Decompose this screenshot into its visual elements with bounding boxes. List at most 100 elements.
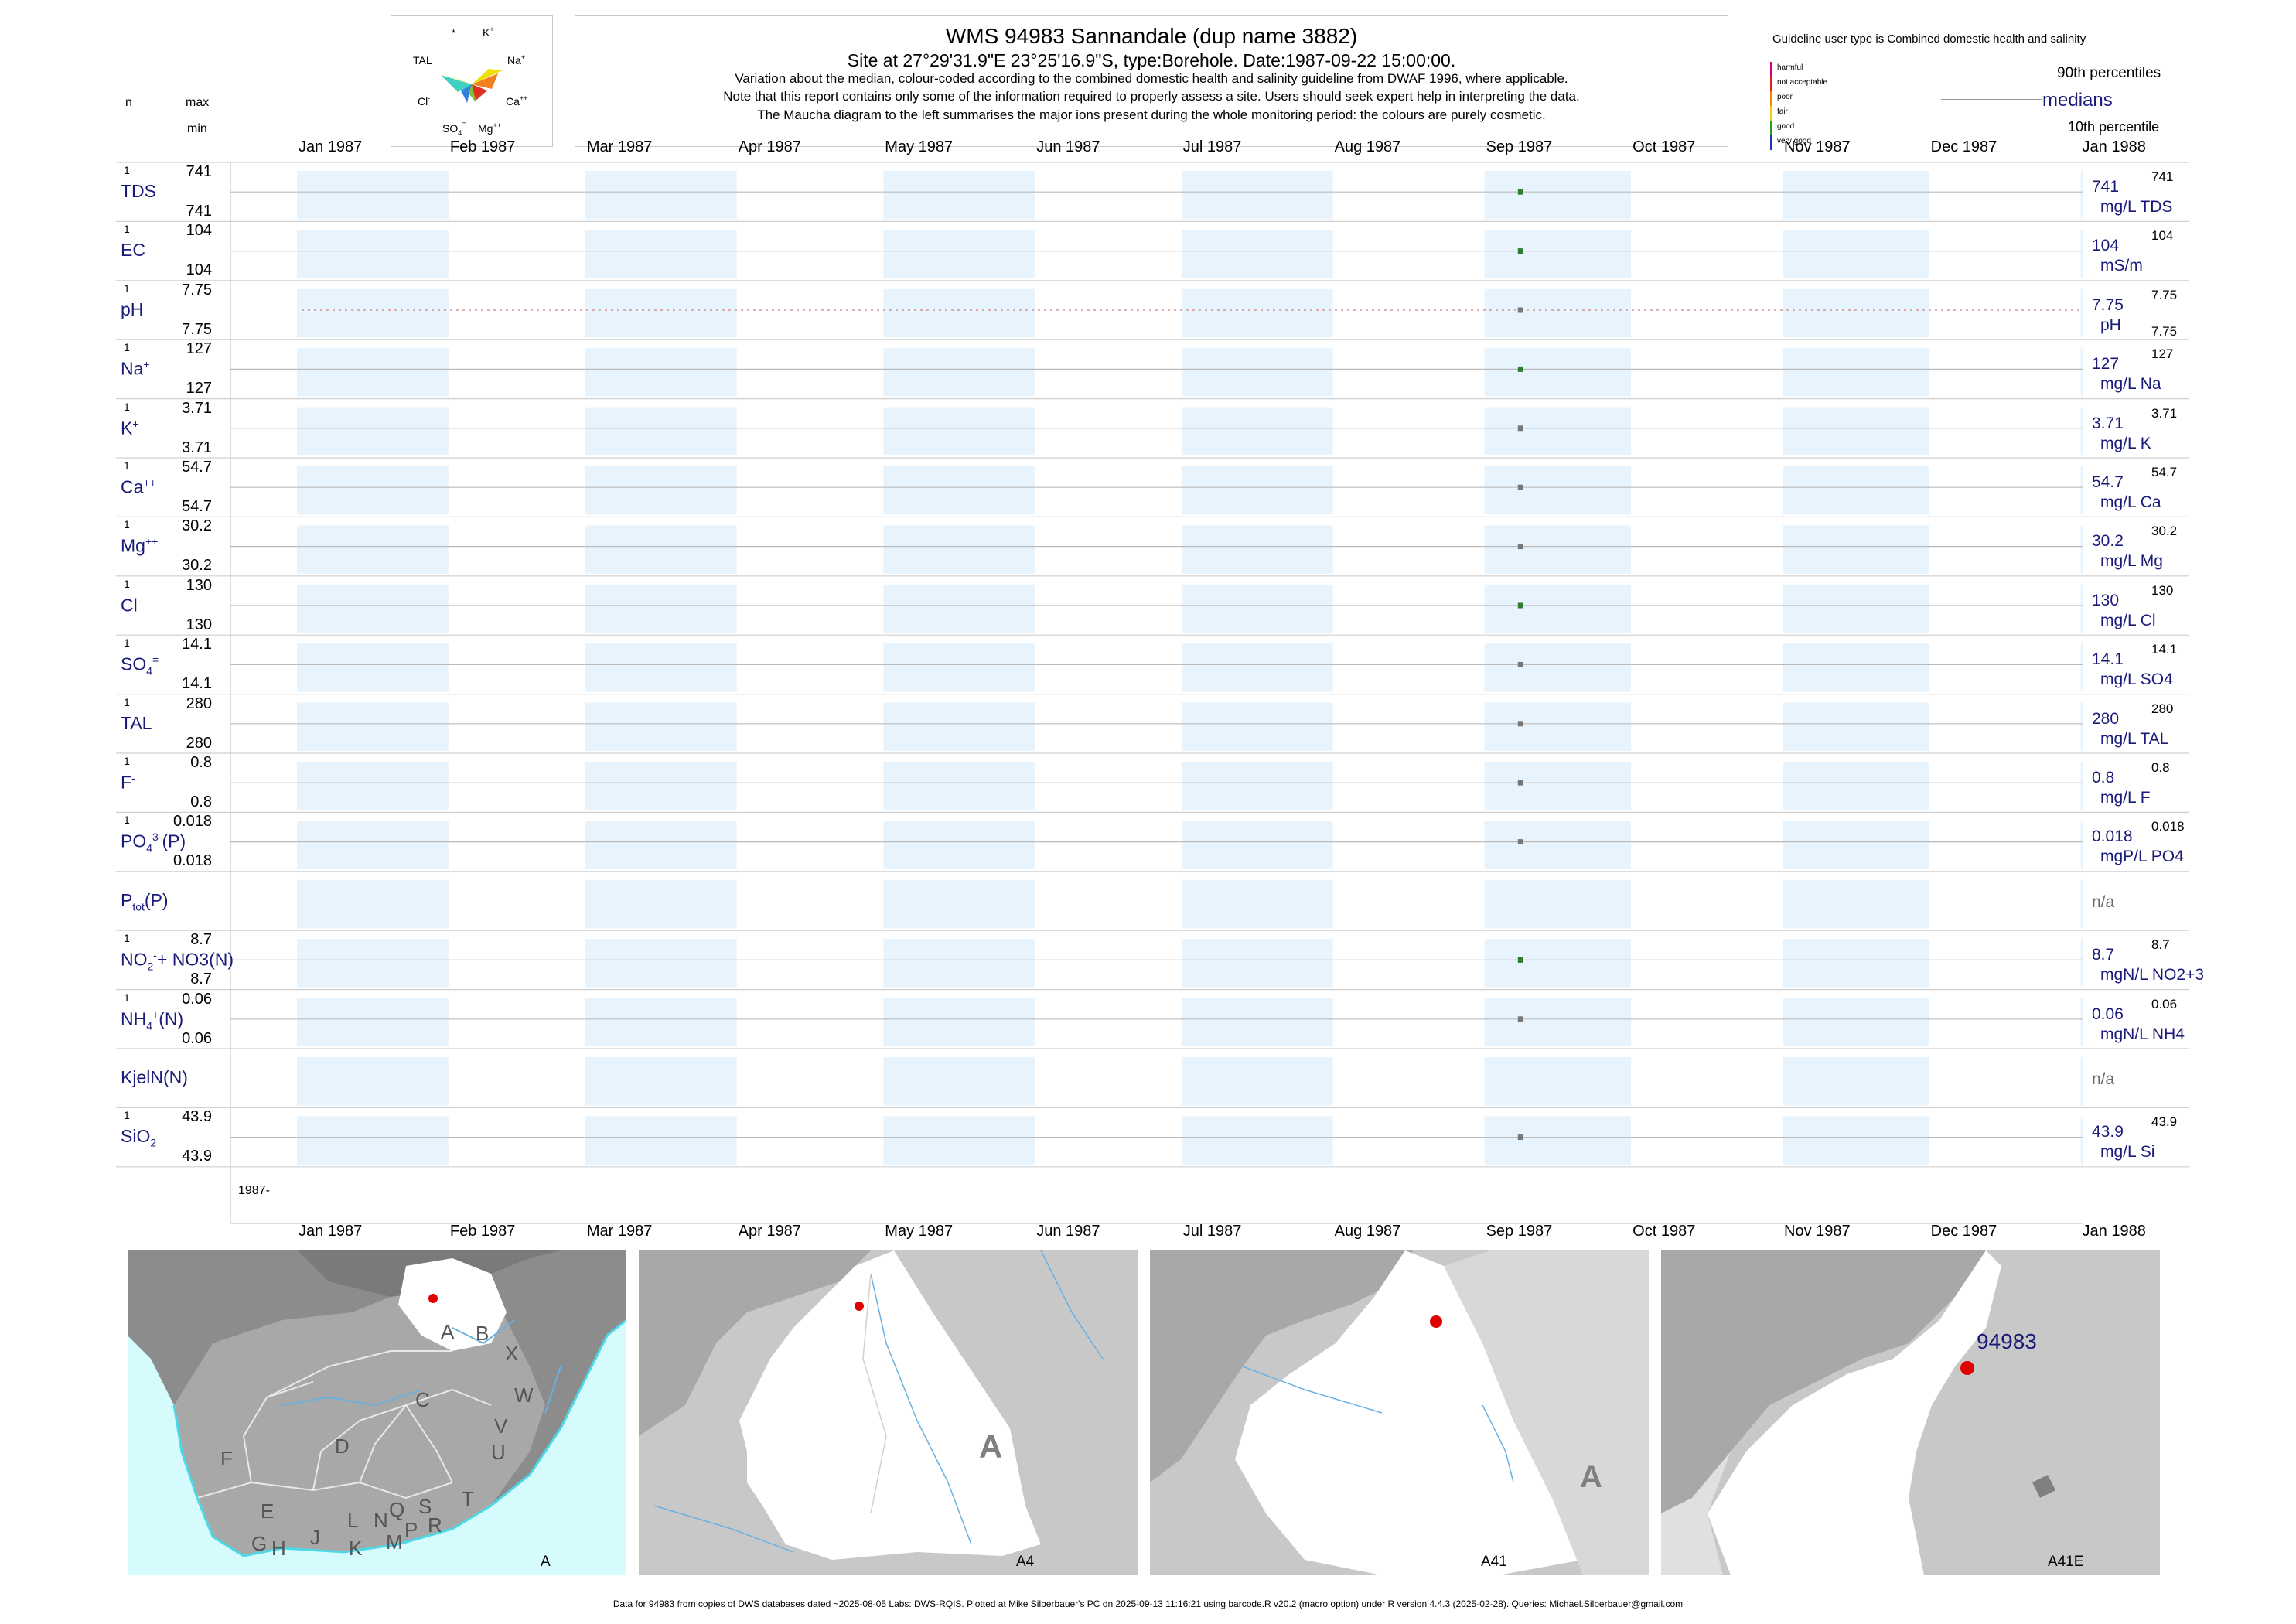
param-min: 130: [186, 616, 212, 633]
month-band: [585, 1116, 737, 1165]
param-min: 0.06: [182, 1029, 212, 1047]
param-n: 1: [124, 577, 130, 590]
param-n: 1: [124, 164, 130, 176]
month-band: [1484, 466, 1632, 515]
month-band: [1484, 998, 1632, 1046]
month-band: [1783, 525, 1929, 574]
param-n: 1: [124, 341, 130, 354]
month-label-top: May 1987: [885, 138, 953, 155]
legend-level-label: harmful: [1777, 63, 1803, 72]
month-band: [1783, 643, 1929, 692]
legend-color-good: [1770, 121, 1772, 135]
param-label-kjeln(n): KjelN(N): [121, 1067, 188, 1087]
legend-level-label: very good: [1777, 137, 1811, 145]
param-label-k: K+: [121, 417, 139, 438]
month-label-top: Feb 1987: [450, 138, 516, 155]
param-max: 0.06: [182, 990, 212, 1008]
month-band: [2080, 348, 2083, 397]
month-band: [1484, 1116, 1632, 1165]
month-band: [1783, 879, 1929, 929]
legend-median-line: [1941, 99, 2042, 100]
maucha-label-star: *: [452, 27, 455, 39]
month-band: [2080, 288, 2083, 338]
right-unit: mg/L SO4: [2100, 670, 2173, 689]
right-unit: mg/L K: [2100, 434, 2151, 452]
right-small: 3.71: [2151, 405, 2178, 421]
month-band: [883, 998, 1035, 1046]
right-small: 0.06: [2151, 996, 2178, 1012]
right-unit: mgN/L NO2+3: [2100, 966, 2205, 984]
right-value: 280: [2092, 709, 2120, 728]
report-title: WMS 94983 Sannandale (dup name 3882): [945, 24, 1358, 48]
month-band: [1181, 939, 1333, 988]
month-band: [1484, 407, 1632, 455]
right-value: 7.75: [2092, 295, 2124, 314]
param-label-nh: NH4+(N): [121, 1008, 184, 1032]
map-region-letter-d: D: [335, 1435, 350, 1458]
right-value-na: n/a: [2092, 892, 2115, 911]
map-region-letter-e: E: [261, 1499, 275, 1523]
month-label-bottom: Sep 1987: [1486, 1223, 1553, 1240]
param-max: 104: [186, 222, 212, 240]
param-n: 1: [124, 223, 130, 236]
month-band: [883, 762, 1035, 810]
data-point-mg: [1517, 544, 1523, 550]
map-caption-a41: A41: [1481, 1554, 1507, 1570]
month-band: [1484, 643, 1632, 692]
param-min: 7.75: [182, 320, 212, 338]
month-band: [1783, 1057, 1929, 1106]
data-point-na: [1517, 366, 1523, 372]
legend-level-label: not acceptable: [1777, 78, 1828, 87]
month-band: [297, 230, 449, 278]
month-band: [883, 288, 1035, 338]
data-point-cl: [1517, 602, 1523, 609]
legend-color-very-good: [1770, 135, 1772, 150]
legend-medians: medians: [2042, 90, 2113, 111]
month-band: [2080, 762, 2083, 810]
month-band: [585, 821, 737, 869]
right-unit: pH: [2100, 316, 2121, 334]
month-band: [1484, 288, 1632, 338]
month-label-top: Jan 1988: [2083, 138, 2146, 155]
month-band: [883, 821, 1035, 869]
legend-p90: 90th percentiles: [2057, 65, 2161, 81]
param-max: 30.2: [182, 517, 212, 535]
month-band: [585, 348, 737, 397]
param-label-tds: TDS: [121, 181, 156, 201]
month-band: [585, 466, 737, 515]
param-label-ec: EC: [121, 240, 145, 261]
param-min: 43.9: [182, 1148, 212, 1165]
month-label-top: Mar 1987: [587, 138, 653, 155]
month-band: [297, 171, 449, 220]
param-n: 1: [124, 755, 130, 767]
month-label-bottom: Oct 1987: [1632, 1223, 1695, 1240]
month-band: [883, 1116, 1035, 1165]
right-value: 127: [2092, 355, 2120, 374]
right-value-na: n/a: [2092, 1070, 2115, 1088]
map-region-letter-r: R: [428, 1513, 442, 1537]
param-label-so: SO4=: [121, 653, 159, 677]
month-band: [1181, 998, 1333, 1046]
right-value: 0.06: [2092, 1005, 2124, 1023]
month-label-bottom: Mar 1987: [587, 1223, 653, 1240]
right-small: 127: [2151, 346, 2174, 362]
map-site-label: 94983: [1977, 1329, 2037, 1353]
param-min: 54.7: [182, 498, 212, 515]
map-region-letter-v: V: [494, 1414, 508, 1438]
maucha-diagram: * K+ TAL Na+ Cl- Ca++ SO4= Mg++: [391, 15, 553, 147]
month-band: [585, 407, 737, 455]
legend-level-label: good: [1777, 122, 1795, 131]
param-n: 1: [124, 518, 130, 531]
month-band: [2080, 821, 2083, 869]
month-label-top: Sep 1987: [1486, 138, 1553, 155]
month-band: [1181, 407, 1333, 455]
map-panel-a4: A A4: [639, 1250, 1138, 1575]
footer-note: Data for 94983 from copies of DWS databa…: [612, 1598, 1684, 1609]
param-max: 3.71: [182, 399, 212, 417]
month-band: [297, 1057, 449, 1106]
right-value: 3.71: [2092, 414, 2124, 432]
month-label-top: Jun 1987: [1036, 138, 1100, 155]
month-band: [1181, 288, 1333, 338]
param-min: 0.018: [172, 852, 212, 870]
